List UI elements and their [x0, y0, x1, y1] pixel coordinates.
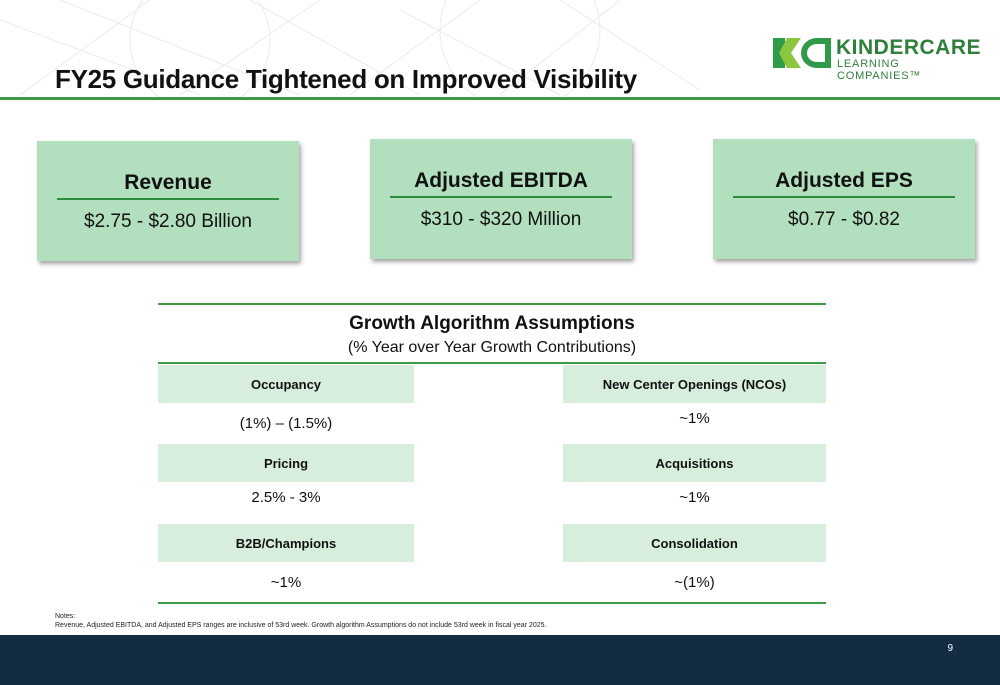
growth-title: Growth Algorithm Assumptions — [349, 313, 635, 334]
acquisitions-value: ~1% — [679, 488, 710, 506]
card-value: $2.75 - $2.80 Billion — [84, 211, 252, 232]
occupancy-header: Occupancy — [158, 365, 414, 403]
adjusted-ebitda-card: Adjusted EBITDA $310 - $320 Million — [370, 139, 632, 259]
card-divider — [733, 196, 955, 198]
card-divider — [390, 196, 612, 198]
acquisitions-header: Acquisitions — [563, 444, 826, 482]
card-value: $310 - $320 Million — [420, 209, 582, 230]
card-title: Adjusted EPS — [775, 169, 913, 192]
nco-header: New Center Openings (NCOs) — [563, 365, 826, 403]
pricing-value: 2.5% - 3% — [251, 488, 321, 506]
card-divider — [57, 198, 279, 200]
title-divider — [0, 97, 1000, 100]
logo-subtitle: LEARNING COMPANIES™ — [837, 58, 922, 82]
revenue-card: Revenue $2.75 - $2.80 Billion — [37, 141, 299, 261]
kc-mark-icon — [773, 38, 831, 68]
logo-name: KINDERCARE — [836, 36, 982, 59]
footnotes: Notes: Revenue, Adjusted EBITDA, and Adj… — [55, 612, 546, 630]
b2b-champions-header: B2B/Champions — [158, 524, 414, 562]
table-header-rule — [158, 362, 826, 364]
table-bottom-rule — [158, 602, 826, 604]
notes-text: Revenue, Adjusted EBITDA, and Adjusted E… — [55, 622, 547, 629]
occupancy-value: (1%) – (1.5%) — [239, 414, 333, 432]
card-title: Revenue — [124, 171, 212, 194]
pricing-header: Pricing — [158, 444, 414, 482]
b2b-champions-value: ~1% — [270, 573, 302, 591]
card-title: Adjusted EBITDA — [414, 169, 588, 192]
nco-value: ~1% — [679, 409, 710, 427]
notes-heading: Notes: — [55, 613, 76, 620]
consolidation-header: Consolidation — [563, 524, 826, 562]
adjusted-eps-card: Adjusted EPS $0.77 - $0.82 — [713, 139, 975, 259]
card-value: $0.77 - $0.82 — [788, 209, 900, 230]
table-top-rule — [158, 303, 826, 305]
consolidation-value: ~(1%) — [674, 573, 715, 591]
kindercare-logo: KINDERCARE LEARNING COMPANIES™ — [773, 36, 981, 82]
page-title: FY25 Guidance Tightened on Improved Visi… — [55, 64, 637, 94]
footer-bar: 9 — [0, 635, 1000, 685]
page-number: 9 — [947, 643, 953, 654]
growth-subtitle: (% Year over Year Growth Contributions) — [347, 339, 637, 356]
